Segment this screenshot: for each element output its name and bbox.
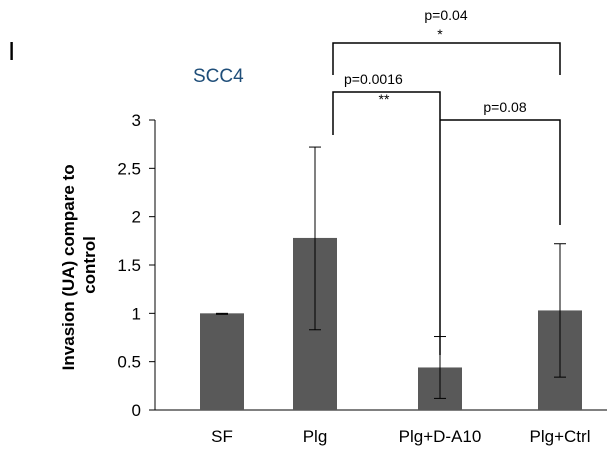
chart-title: SCC4 bbox=[193, 66, 244, 87]
y-tick-label: 1 bbox=[132, 304, 141, 323]
bracket-plg-ctrl bbox=[332, 42, 561, 75]
bracket-plg-da10 bbox=[332, 91, 441, 355]
significance-stars: ** bbox=[379, 91, 390, 107]
bar bbox=[200, 313, 244, 410]
x-tick-label: SF bbox=[211, 427, 233, 446]
y-tick-label: 1.5 bbox=[117, 256, 141, 275]
significance-stars: * bbox=[437, 26, 443, 42]
bars bbox=[200, 237, 582, 410]
p-value-label: p=0.0016 bbox=[344, 71, 403, 87]
p-value-label: p=0.04 bbox=[424, 7, 467, 23]
y-tick-label: 2 bbox=[132, 208, 141, 227]
error-bars bbox=[216, 146, 566, 399]
y-tick-label: 3 bbox=[132, 111, 141, 130]
x-tick-label: Plg bbox=[303, 427, 328, 446]
bracket-da10-ctrl bbox=[440, 119, 561, 225]
significance-annotations: p=0.04 * p=0.0016 ** p=0.08 bbox=[332, 7, 561, 355]
y-tick-label: 2.5 bbox=[117, 159, 141, 178]
y-tick-label: 0 bbox=[132, 401, 141, 420]
y-axis-label-line-1: Invasion (UA) compare to bbox=[59, 164, 78, 370]
y-tick-label: 0.5 bbox=[117, 353, 141, 372]
panel-label: I bbox=[8, 36, 15, 66]
y-axis-label-line-2: control bbox=[80, 236, 99, 294]
y-axis-label: Invasion (UA) compare to control bbox=[59, 160, 99, 371]
x-tick-label: Plg+Ctrl bbox=[530, 427, 591, 446]
x-tick-labels: SF Plg Plg+D-A10 Plg+Ctrl bbox=[211, 427, 590, 446]
p-value-label: p=0.08 bbox=[483, 99, 526, 115]
y-ticks: 0 0.5 1 1.5 2 2.5 3 bbox=[117, 111, 155, 420]
x-tick-label: Plg+D-A10 bbox=[399, 427, 482, 446]
